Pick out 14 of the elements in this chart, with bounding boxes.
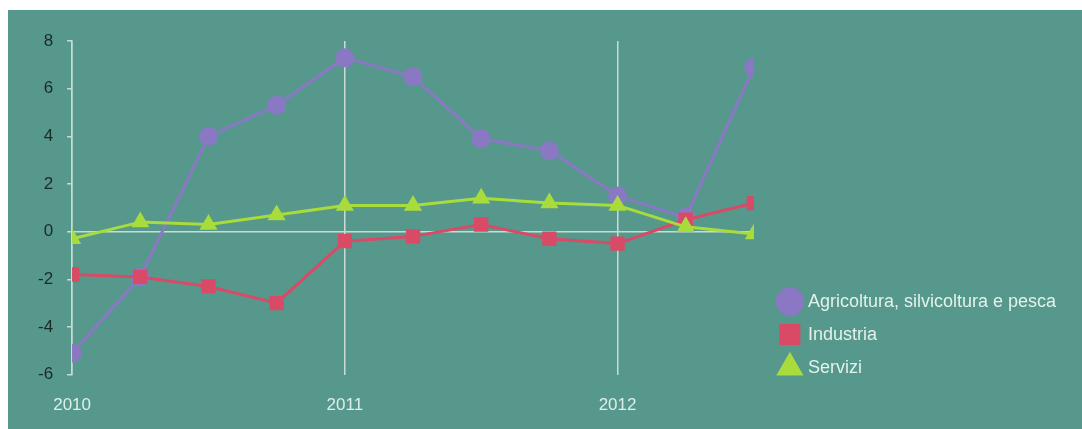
y-tick-label: -4 bbox=[37, 316, 54, 336]
y-tick-label: -2 bbox=[37, 268, 54, 288]
y-tick-label: 8 bbox=[43, 30, 54, 50]
legend-label: Industria bbox=[807, 323, 878, 344]
x-tick-label: 2012 bbox=[598, 395, 637, 415]
y-tick-label: 4 bbox=[43, 126, 54, 145]
x-tick-label: 2011 bbox=[326, 395, 364, 415]
legend-label: Agricoltura, silvicoltura e pesca bbox=[807, 290, 1057, 311]
y-tick-label: 0 bbox=[43, 221, 54, 241]
x-tick-label: 2010 bbox=[53, 395, 92, 415]
y-tick-label: 2 bbox=[43, 173, 54, 193]
legend-label: Servizi bbox=[807, 356, 862, 377]
y-tick-label: 6 bbox=[43, 78, 54, 98]
y-tick-label: -6 bbox=[37, 364, 54, 384]
